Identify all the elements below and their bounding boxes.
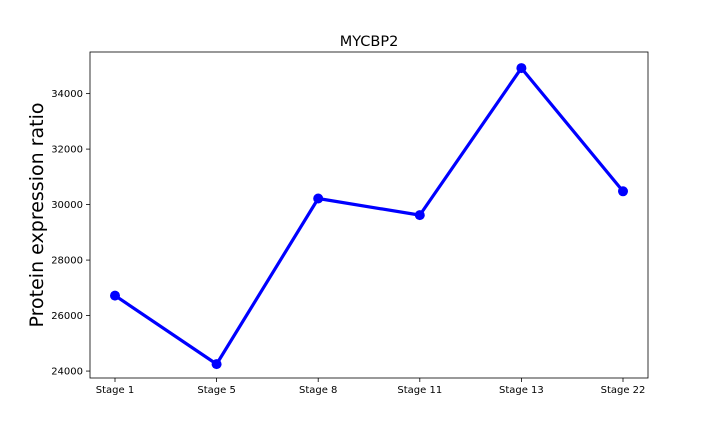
data-point (211, 359, 222, 370)
y-tick-label: 28000 (51, 256, 83, 267)
data-point (516, 63, 527, 74)
y-tick-label: 32000 (51, 145, 83, 156)
y-tick-label: 26000 (51, 311, 83, 322)
series-line (114, 66, 625, 366)
y-tick-label: 24000 (51, 367, 83, 378)
y-axis-label: Protein expression ratio (26, 103, 48, 328)
x-tick-label: Stage 5 (197, 385, 235, 396)
chart-title: MYCBP2 (340, 34, 399, 50)
x-tick-label: Stage 11 (397, 385, 442, 396)
x-axis: Stage 1 Stage 5 Stage 8 Stage 11 Stage 13 Sta… (96, 378, 646, 396)
data-point (313, 193, 324, 204)
y-tick-label: 30000 (51, 200, 83, 211)
data-point (414, 210, 425, 221)
x-tick-label: Stage 22 (601, 385, 646, 396)
x-tick-label: Stage 1 (96, 385, 134, 396)
y-axis: 24000 26000 28000 30000 32000 34000 (51, 89, 90, 378)
data-point (618, 186, 628, 197)
x-tick-label: Stage 8 (299, 385, 337, 396)
plot-area-frame (89, 51, 649, 379)
y-tick-label: 34000 (51, 89, 83, 100)
x-tick-label: Stage 13 (499, 385, 544, 396)
series-layer (110, 63, 628, 370)
data-point (110, 290, 120, 301)
